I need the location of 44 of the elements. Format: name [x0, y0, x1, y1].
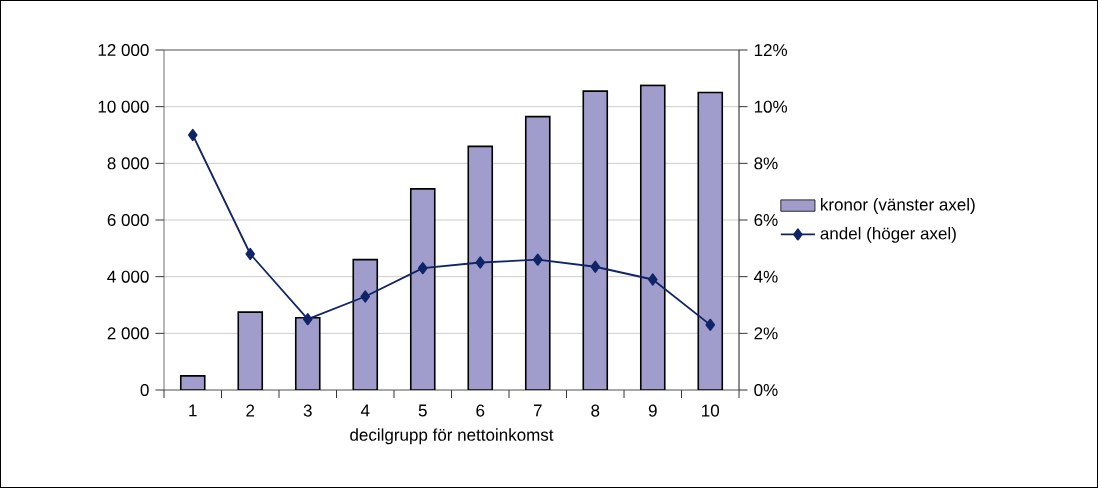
- y2-tick-label: 8%: [754, 157, 778, 170]
- x-tick-label: 2: [246, 404, 255, 417]
- bar: [352, 258, 379, 390]
- point: [532, 253, 543, 266]
- x-tick-label: 1: [189, 404, 197, 417]
- point: [360, 290, 371, 303]
- y-tick-label: 6 000: [107, 214, 149, 227]
- bar: [582, 90, 609, 390]
- y-tick-label: 0: [140, 384, 149, 397]
- y2-tick-label: 6%: [754, 214, 778, 227]
- point: [417, 262, 428, 275]
- bar: [639, 84, 666, 390]
- x-tick-label: 4: [360, 404, 370, 417]
- x-tick-label: 8: [591, 404, 600, 417]
- y-tick-label: 10 000: [98, 100, 149, 113]
- x-tick-label: 7: [533, 404, 542, 417]
- y-tick-label: 2 000: [107, 327, 149, 340]
- bar: [409, 188, 436, 390]
- point: [187, 128, 198, 142]
- y-tick-label: 12 000: [98, 44, 149, 57]
- legend-label: andel (höger axel): [820, 226, 956, 243]
- legend-label: kronor (vänster axel): [821, 198, 975, 214]
- point: [705, 318, 716, 331]
- point: [302, 313, 313, 326]
- y2-tick-label: 4%: [754, 270, 778, 283]
- point: [245, 247, 256, 261]
- x-tick-label: 9: [648, 404, 657, 417]
- x-axis-title: decilgrupp för nettoinkomst: [350, 428, 554, 445]
- x-tick-label: 10: [702, 404, 720, 417]
- y2-tick-label: 10%: [754, 100, 788, 113]
- y2-tick-label: 2%: [754, 327, 778, 340]
- bar: [524, 115, 551, 390]
- y-tick-label: 8 000: [107, 157, 149, 170]
- y-tick-label: 4 000: [107, 270, 149, 283]
- x-tick-label: 5: [418, 404, 427, 417]
- y2-tick-label: 12%: [754, 44, 788, 56]
- x-tick-label: 6: [476, 404, 485, 417]
- bar: [467, 145, 494, 390]
- y2-tick-label: 0%: [754, 384, 778, 397]
- point: [590, 260, 601, 273]
- point: [647, 273, 658, 286]
- bar: [697, 91, 724, 390]
- x-tick-label: 3: [303, 404, 312, 417]
- point: [475, 256, 486, 269]
